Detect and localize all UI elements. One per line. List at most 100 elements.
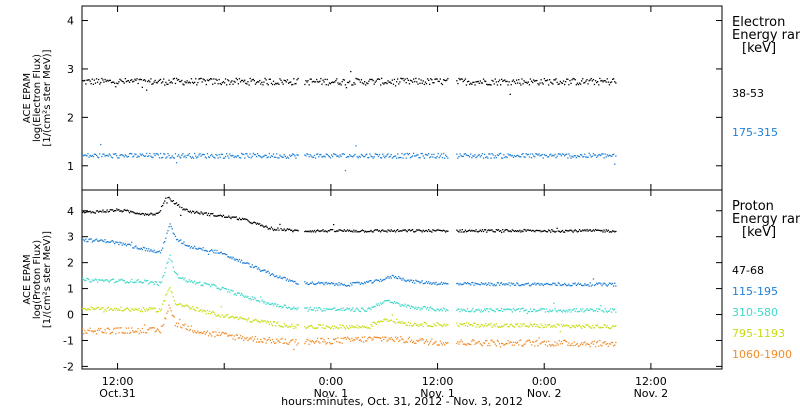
- data-point: [118, 81, 120, 83]
- data-point: [389, 319, 391, 321]
- data-point: [350, 70, 352, 73]
- data-point: [218, 331, 220, 334]
- data-point: [254, 83, 257, 85]
- data-point: [158, 211, 161, 213]
- data-point: [83, 155, 85, 157]
- data-point: [282, 326, 284, 328]
- data-point: [231, 155, 233, 157]
- data-point: [175, 322, 178, 324]
- data-point: [316, 340, 318, 342]
- data-point: [332, 342, 334, 345]
- data-point: [564, 310, 566, 312]
- data-point: [544, 283, 547, 285]
- data-point: [400, 230, 402, 232]
- data-point: [282, 306, 284, 308]
- data-point: [570, 229, 572, 231]
- data-point: [250, 266, 252, 268]
- data-point: [426, 230, 429, 233]
- data-point: [197, 212, 199, 214]
- data-point: [236, 218, 238, 220]
- data-point: [380, 302, 382, 304]
- data-point: [290, 229, 292, 231]
- data-point: [190, 280, 193, 282]
- data-point: [345, 156, 348, 158]
- data-point: [607, 345, 609, 347]
- data-point: [473, 230, 475, 232]
- data-point: [575, 343, 577, 345]
- data-point: [465, 84, 468, 86]
- data-point: [572, 309, 574, 311]
- data-point: [234, 216, 236, 218]
- data-point: [604, 341, 606, 343]
- data-point: [127, 308, 130, 310]
- data-point: [573, 308, 575, 310]
- data-point: [338, 341, 340, 343]
- data-point: [329, 229, 332, 231]
- data-point: [489, 153, 491, 155]
- data-point: [125, 327, 127, 329]
- data-point: [135, 79, 137, 81]
- data-point: [127, 327, 130, 329]
- data-point: [602, 231, 604, 233]
- data-point: [112, 81, 115, 83]
- data-point: [127, 243, 130, 245]
- data-point: [550, 326, 552, 328]
- data-point: [602, 153, 604, 155]
- data-point: [101, 279, 103, 281]
- data-point: [583, 284, 585, 286]
- data-point: [476, 309, 478, 311]
- xtick-date-label: Nov. 1: [314, 387, 349, 400]
- data-point: [274, 342, 276, 344]
- data-point: [367, 82, 369, 85]
- data-point: [383, 83, 385, 85]
- data-point: [534, 323, 536, 325]
- data-point: [168, 79, 170, 81]
- data-point: [346, 336, 349, 338]
- data-point: [371, 78, 373, 81]
- data-point: [126, 80, 129, 82]
- data-point: [112, 241, 115, 243]
- data-point: [131, 241, 133, 243]
- data-point: [572, 326, 574, 328]
- data-point: [373, 83, 375, 85]
- data-point: [143, 309, 146, 311]
- data-point: [396, 157, 398, 159]
- data-point: [95, 210, 98, 212]
- data-point: [558, 230, 560, 232]
- data-point: [101, 331, 103, 333]
- data-point: [272, 229, 275, 232]
- data-point: [219, 251, 221, 254]
- data-point: [582, 78, 584, 80]
- data-point: [601, 285, 603, 287]
- data-point: [505, 308, 507, 311]
- data-point: [221, 82, 223, 84]
- data-point: [226, 254, 228, 256]
- data-point: [378, 321, 381, 323]
- data-point: [386, 231, 388, 233]
- data-point: [158, 281, 161, 283]
- data-point: [249, 77, 251, 80]
- data-point: [380, 278, 382, 281]
- data-point: [434, 309, 436, 312]
- data-point: [505, 283, 507, 285]
- data-point: [261, 341, 263, 343]
- data-point: [117, 327, 119, 329]
- data-point: [457, 341, 459, 343]
- data-point: [319, 230, 321, 233]
- data-point: [538, 326, 540, 329]
- data-point: [585, 80, 587, 82]
- data-point: [402, 304, 404, 307]
- data-point: [297, 230, 299, 232]
- data-point: [392, 83, 395, 85]
- data-point: [518, 284, 520, 286]
- data-point: [587, 283, 589, 286]
- data-point: [390, 301, 392, 304]
- data-point: [164, 84, 166, 86]
- data-point: [316, 307, 318, 309]
- data-point: [581, 327, 583, 329]
- data-point: [254, 222, 257, 224]
- data-point: [477, 283, 479, 285]
- data-point: [556, 284, 558, 286]
- data-point: [124, 154, 126, 156]
- data-point: [260, 321, 262, 323]
